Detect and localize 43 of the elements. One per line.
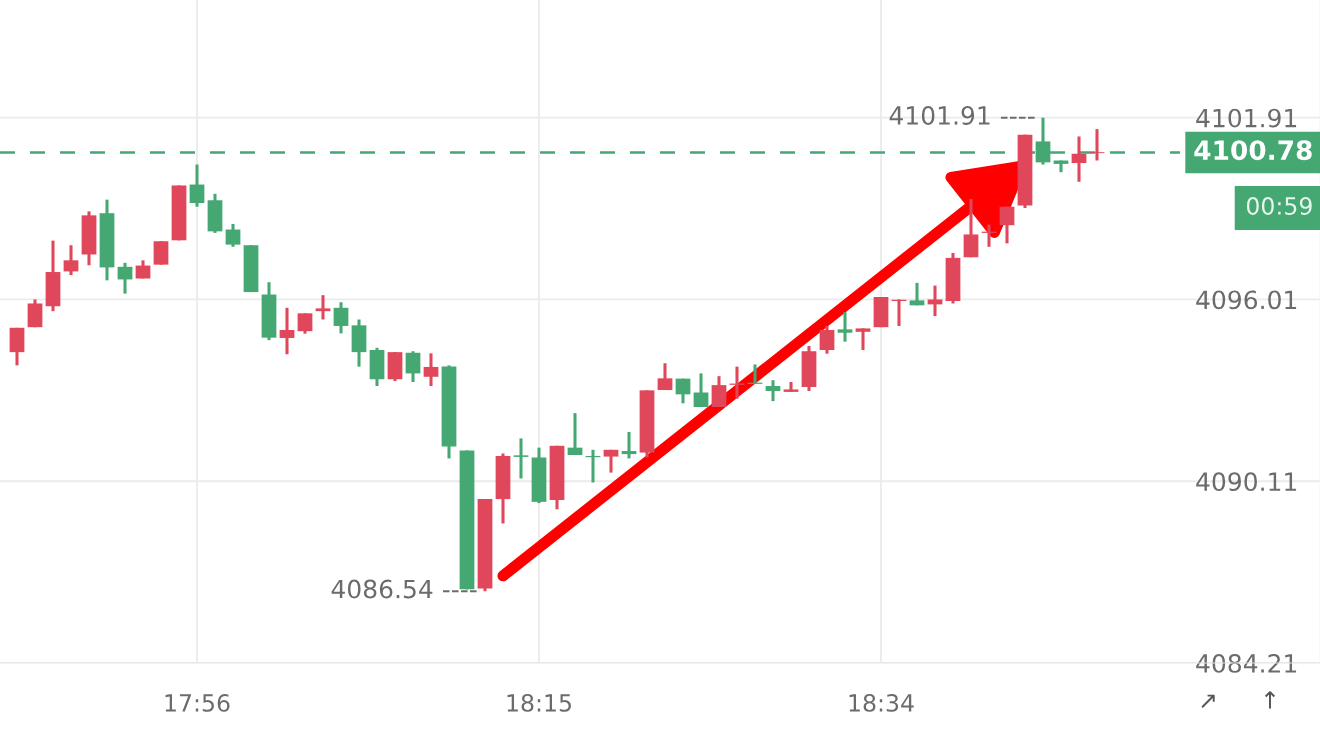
candlestick: [1089, 129, 1105, 161]
y-tick-label: 4090.11: [1196, 472, 1297, 492]
text: ↑: [1264, 691, 1276, 709]
candlestick: [711, 376, 727, 407]
text: 00:59: [1246, 197, 1312, 215]
candlestick: [423, 353, 439, 387]
annotation: 4101.91 ----: [889, 106, 1035, 125]
y-tick-label: 4096.01: [1196, 290, 1297, 310]
candlestick: [567, 413, 583, 457]
candlestick: [27, 299, 43, 329]
ref-line-label: 4100.78: [1194, 140, 1312, 161]
candlestick: [315, 295, 331, 320]
candlestick: [405, 351, 421, 383]
y-tick-label: 4084.21: [1196, 653, 1297, 673]
candlestick: [1071, 136, 1087, 182]
text: ↗: [1201, 694, 1215, 708]
candlestick: [999, 206, 1015, 244]
candlestick: [657, 363, 673, 392]
y-tick-label: 4101.91: [1196, 108, 1297, 128]
candlestick: [927, 285, 943, 318]
candlestick: [333, 302, 349, 334]
annotation: 4086.54 ----: [331, 579, 477, 599]
candlestick: [153, 241, 169, 265]
candlestick: [117, 261, 133, 294]
candlestick: [621, 430, 637, 459]
candlestick: [963, 199, 979, 258]
x-tick-label: 17:56: [165, 693, 230, 712]
candlestick: [675, 378, 691, 404]
candlestick: [189, 164, 205, 207]
candlestick: [693, 373, 709, 407]
candlestick: [783, 382, 799, 392]
candlestick: [765, 380, 781, 403]
candlestick: [279, 306, 295, 355]
candlestick: [135, 260, 151, 279]
candlestick: [225, 223, 241, 247]
candlestick: [837, 312, 853, 342]
candlestick: [513, 438, 529, 479]
x-tick-label: 18:34: [849, 693, 914, 712]
candlestick: [819, 325, 835, 354]
candlestick: [63, 245, 79, 277]
candlestick: [297, 313, 313, 334]
candlestick: [855, 328, 871, 350]
x-tick-label: 18:15: [507, 693, 571, 712]
